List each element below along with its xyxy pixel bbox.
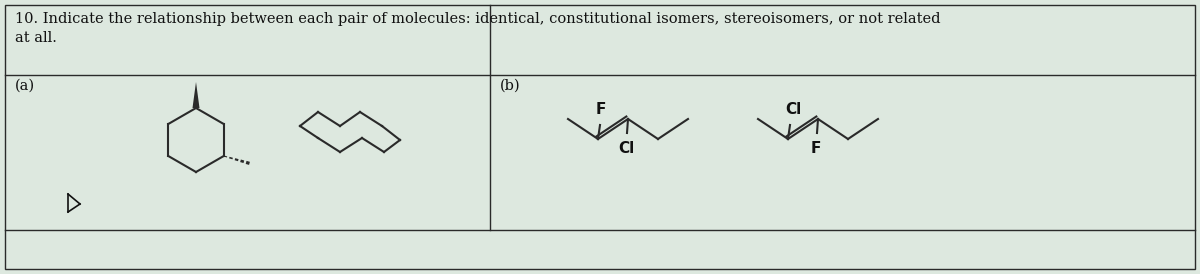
Text: Cl: Cl xyxy=(618,141,634,156)
Text: (b): (b) xyxy=(500,79,521,93)
Polygon shape xyxy=(192,82,199,108)
Text: 10. Indicate the relationship between each pair of molecules: identical, constit: 10. Indicate the relationship between ea… xyxy=(14,12,941,45)
Text: F: F xyxy=(596,102,606,117)
Text: (a): (a) xyxy=(14,79,35,93)
Text: Cl: Cl xyxy=(785,102,802,117)
Text: F: F xyxy=(811,141,821,156)
